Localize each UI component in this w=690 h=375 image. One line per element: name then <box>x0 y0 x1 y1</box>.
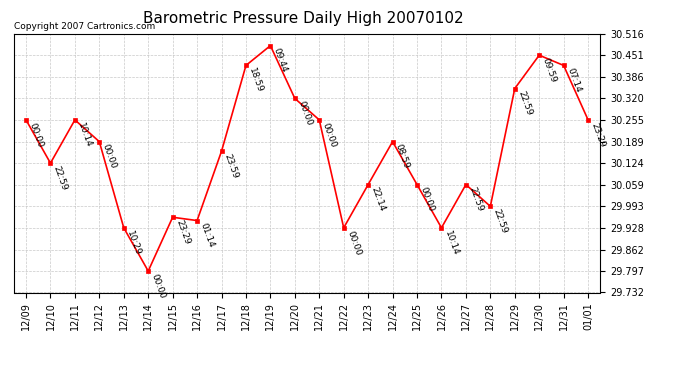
Text: 09:59: 09:59 <box>540 57 558 84</box>
Text: 23:29: 23:29 <box>174 219 191 246</box>
Text: 18:59: 18:59 <box>247 67 265 94</box>
Text: 22:59: 22:59 <box>52 165 69 192</box>
Text: 22:59: 22:59 <box>492 208 509 235</box>
Text: 22:14: 22:14 <box>370 186 386 213</box>
Text: 00:00: 00:00 <box>150 272 167 300</box>
Text: 10:29: 10:29 <box>125 229 142 256</box>
Text: 22:59: 22:59 <box>467 186 484 213</box>
Text: 00:00: 00:00 <box>296 100 313 127</box>
Text: 01:14: 01:14 <box>199 222 216 249</box>
Text: 22:59: 22:59 <box>516 90 533 117</box>
Text: 00:00: 00:00 <box>28 121 45 148</box>
Text: 00:00: 00:00 <box>418 186 435 213</box>
Text: Copyright 2007 Cartronics.com: Copyright 2007 Cartronics.com <box>14 22 155 31</box>
Text: 23:29: 23:29 <box>589 121 607 148</box>
Text: 23:59: 23:59 <box>223 153 240 180</box>
Text: 08:59: 08:59 <box>394 143 411 171</box>
Text: 10:14: 10:14 <box>77 121 94 148</box>
Text: 00:00: 00:00 <box>345 229 362 256</box>
Text: Barometric Pressure Daily High 20070102: Barometric Pressure Daily High 20070102 <box>144 11 464 26</box>
Text: 00:00: 00:00 <box>321 121 338 148</box>
Text: 07:14: 07:14 <box>565 67 582 94</box>
Text: 00:00: 00:00 <box>101 143 118 171</box>
Text: 10:14: 10:14 <box>443 229 460 256</box>
Text: 09:44: 09:44 <box>272 47 289 74</box>
